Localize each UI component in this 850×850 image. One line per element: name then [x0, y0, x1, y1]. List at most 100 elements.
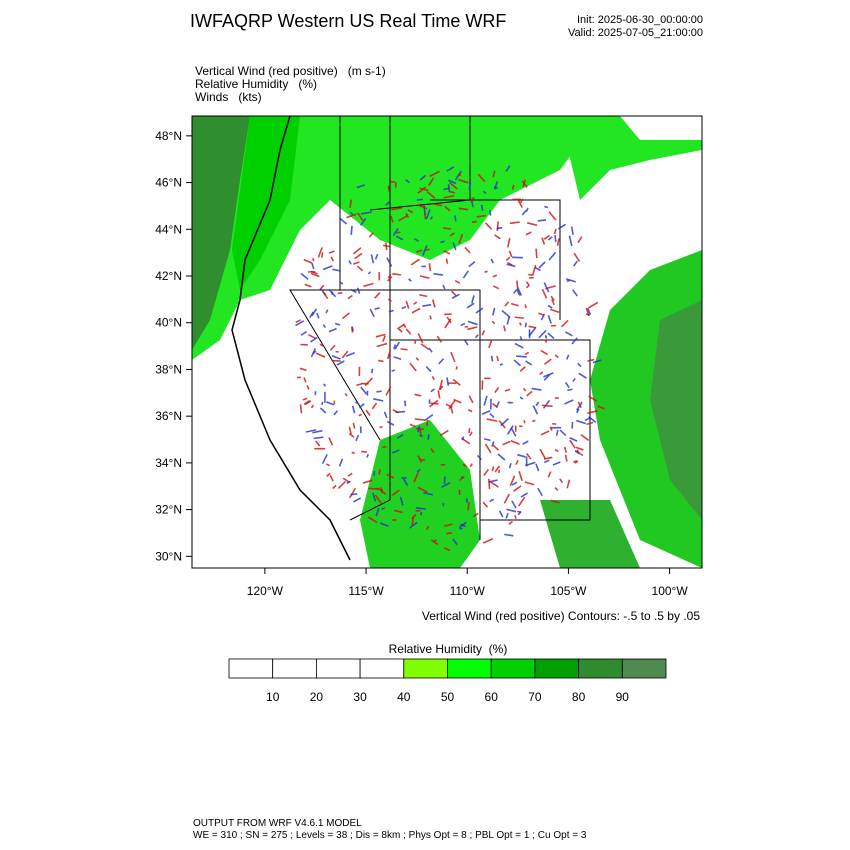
contour-stroke [372, 492, 377, 502]
contour-stroke [374, 306, 380, 311]
contour-stroke [545, 285, 556, 290]
contour-stroke [345, 352, 355, 357]
contour-stroke [354, 252, 363, 260]
contour-stroke [330, 256, 335, 262]
contour-stroke [393, 509, 403, 514]
contour-stroke [304, 283, 312, 288]
contour-stroke [573, 460, 578, 463]
contour-stroke [413, 238, 419, 242]
contour-stroke [490, 355, 494, 362]
contour-stroke [419, 458, 426, 462]
contour-stroke [528, 325, 537, 329]
contour-stroke [543, 234, 551, 240]
contour-stroke [553, 228, 557, 235]
contour-stroke [502, 440, 511, 446]
colorbar: 10 20 30 40 50 60 70 80 90 [228, 658, 667, 704]
colorbar-box [403, 658, 448, 679]
contour-stroke [363, 282, 374, 288]
contour-stroke [506, 263, 516, 268]
contour-stroke [462, 270, 469, 279]
contour-stroke [469, 463, 473, 468]
contour-stroke [504, 388, 511, 392]
contour-stroke [328, 250, 335, 254]
contour-stroke [515, 459, 519, 466]
contour-stroke [399, 496, 404, 506]
contour-stroke [528, 327, 537, 337]
contour-stroke [351, 451, 355, 455]
contour-stroke [393, 356, 402, 361]
contour-stroke [467, 326, 478, 331]
contour-stroke [444, 205, 451, 212]
contour-stroke [454, 170, 462, 181]
contour-stroke [459, 475, 464, 482]
contour-stroke [413, 472, 419, 483]
contour-stroke [550, 295, 555, 302]
contour-stroke [477, 173, 486, 183]
contour-stroke [373, 398, 384, 402]
contour-stroke [379, 486, 384, 492]
contour-stroke [537, 487, 543, 497]
contour-stroke [517, 510, 522, 516]
contour-stroke [458, 233, 464, 245]
contour-stroke [501, 309, 511, 319]
contour-stroke [299, 404, 303, 414]
contour-stroke [336, 360, 345, 366]
contour-stroke [543, 372, 554, 378]
contour-stroke [576, 419, 586, 425]
contour-stroke [540, 430, 550, 436]
contour-stroke [349, 211, 354, 215]
contour-stroke [541, 237, 546, 245]
contour-stroke [556, 238, 560, 246]
contour-stroke [451, 290, 457, 297]
contour-stroke [514, 316, 524, 319]
contour-stroke [491, 466, 495, 472]
contour-stroke [491, 441, 495, 447]
contour-stroke [349, 199, 352, 208]
contour-stroke [441, 482, 451, 488]
contour-stroke [467, 409, 473, 413]
contour-stroke [483, 468, 490, 477]
title: IWFAQRP Western US Real Time WRF [190, 11, 506, 31]
contour-stroke [548, 251, 557, 261]
contour-stroke [416, 198, 424, 201]
contour-stroke [388, 309, 394, 313]
field-label: Relative Humidity (%) [195, 77, 317, 91]
contour-stroke [356, 382, 363, 387]
contour-stroke [522, 440, 529, 445]
contour-stroke [496, 221, 500, 231]
contour-stroke [577, 401, 582, 408]
contour-stroke [540, 349, 548, 356]
contour-stroke [439, 429, 449, 437]
contour-stroke [482, 190, 487, 194]
contour-stroke [509, 221, 520, 225]
contour-stroke [494, 234, 501, 240]
contour-stroke [392, 408, 399, 414]
contour-stroke [331, 359, 341, 362]
contour-stroke [474, 334, 479, 339]
contour-stroke [559, 429, 567, 437]
contour-stroke [355, 401, 360, 406]
contour-stroke [328, 437, 334, 446]
contour-stroke [484, 270, 488, 273]
contour-stroke [516, 287, 523, 296]
contour-stroke [524, 481, 535, 486]
contour-stroke [566, 479, 571, 489]
contour-stroke [484, 222, 493, 230]
contour-stroke [303, 258, 313, 264]
contour-stroke [565, 331, 573, 337]
contour-stroke [386, 349, 392, 360]
contour-stroke [452, 538, 458, 546]
contour-stroke [547, 304, 553, 309]
contour-stroke [448, 179, 457, 185]
contour-stroke [554, 234, 557, 243]
contour-stroke [375, 333, 386, 338]
valid-time: Valid: 2025-07-05_21:00:00 [568, 27, 703, 39]
contour-stroke [317, 247, 323, 258]
contour-stroke [428, 263, 432, 272]
contour-stroke [578, 372, 587, 379]
contour-stroke [322, 291, 329, 300]
contour-stroke [510, 427, 517, 437]
contour-stroke [394, 341, 401, 350]
contour-stroke [310, 336, 318, 343]
contour-stroke [565, 278, 576, 283]
